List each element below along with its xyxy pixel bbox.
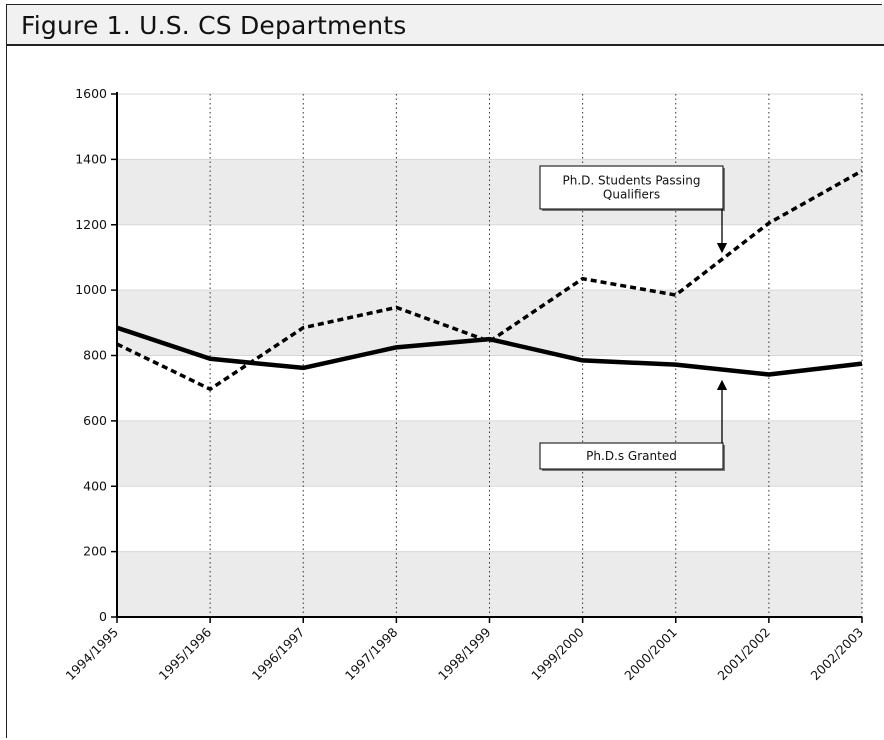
series-line [116, 325, 863, 377]
series-line [116, 169, 863, 391]
series-lines [116, 169, 863, 391]
y-tick-label: 0 [99, 609, 107, 624]
band [117, 159, 862, 225]
y-tick-label: 1400 [75, 151, 107, 166]
x-tick-label: 2000/2001 [621, 625, 680, 684]
figure-title: Figure 1. U.S. CS Departments [21, 11, 407, 40]
callout-box [539, 442, 724, 470]
x-tick-label: 1994/1995 [63, 625, 122, 684]
x-tick-label: 1995/1996 [156, 624, 215, 683]
y-tick-label: 600 [83, 413, 107, 428]
x-tick-label: 1997/1998 [342, 624, 401, 683]
x-tick-label: 2001/2002 [714, 625, 773, 684]
y-tick-label: 200 [83, 544, 107, 559]
x-tick-label: 2002/2003 [808, 625, 867, 684]
y-tick-label: 1200 [75, 217, 107, 232]
band [117, 290, 862, 356]
x-tick-label: 1998/1999 [435, 624, 494, 683]
callout-label: Ph.D. Students Passing [563, 174, 701, 188]
callout-label: Ph.D.s Granted [586, 449, 677, 463]
y-tick-label: 1600 [75, 86, 107, 101]
background-bands [117, 93, 862, 617]
x-tick-label: 1996/1997 [249, 625, 308, 684]
callout-label: Qualifiers [603, 188, 660, 202]
y-tick-labels: 0 200 400 600 800 1000 1200 1400 1600 [75, 86, 107, 624]
axes [111, 92, 863, 623]
x-tick-label: 1999/2000 [528, 624, 587, 683]
y-tick-label: 400 [83, 478, 107, 493]
title-bar: Figure 1. U.S. CS Departments [7, 5, 884, 46]
band [117, 486, 862, 552]
x-tick-labels: 1994/1995 1995/1996 1996/1997 1997/1998 1998… [63, 624, 867, 683]
y-tick-label: 800 [83, 348, 107, 363]
callout-box [539, 165, 724, 210]
y-tick-label: 1000 [75, 282, 107, 297]
band [117, 420, 862, 487]
vertical-gridlines [209, 94, 863, 617]
figure-frame [6, 4, 882, 738]
